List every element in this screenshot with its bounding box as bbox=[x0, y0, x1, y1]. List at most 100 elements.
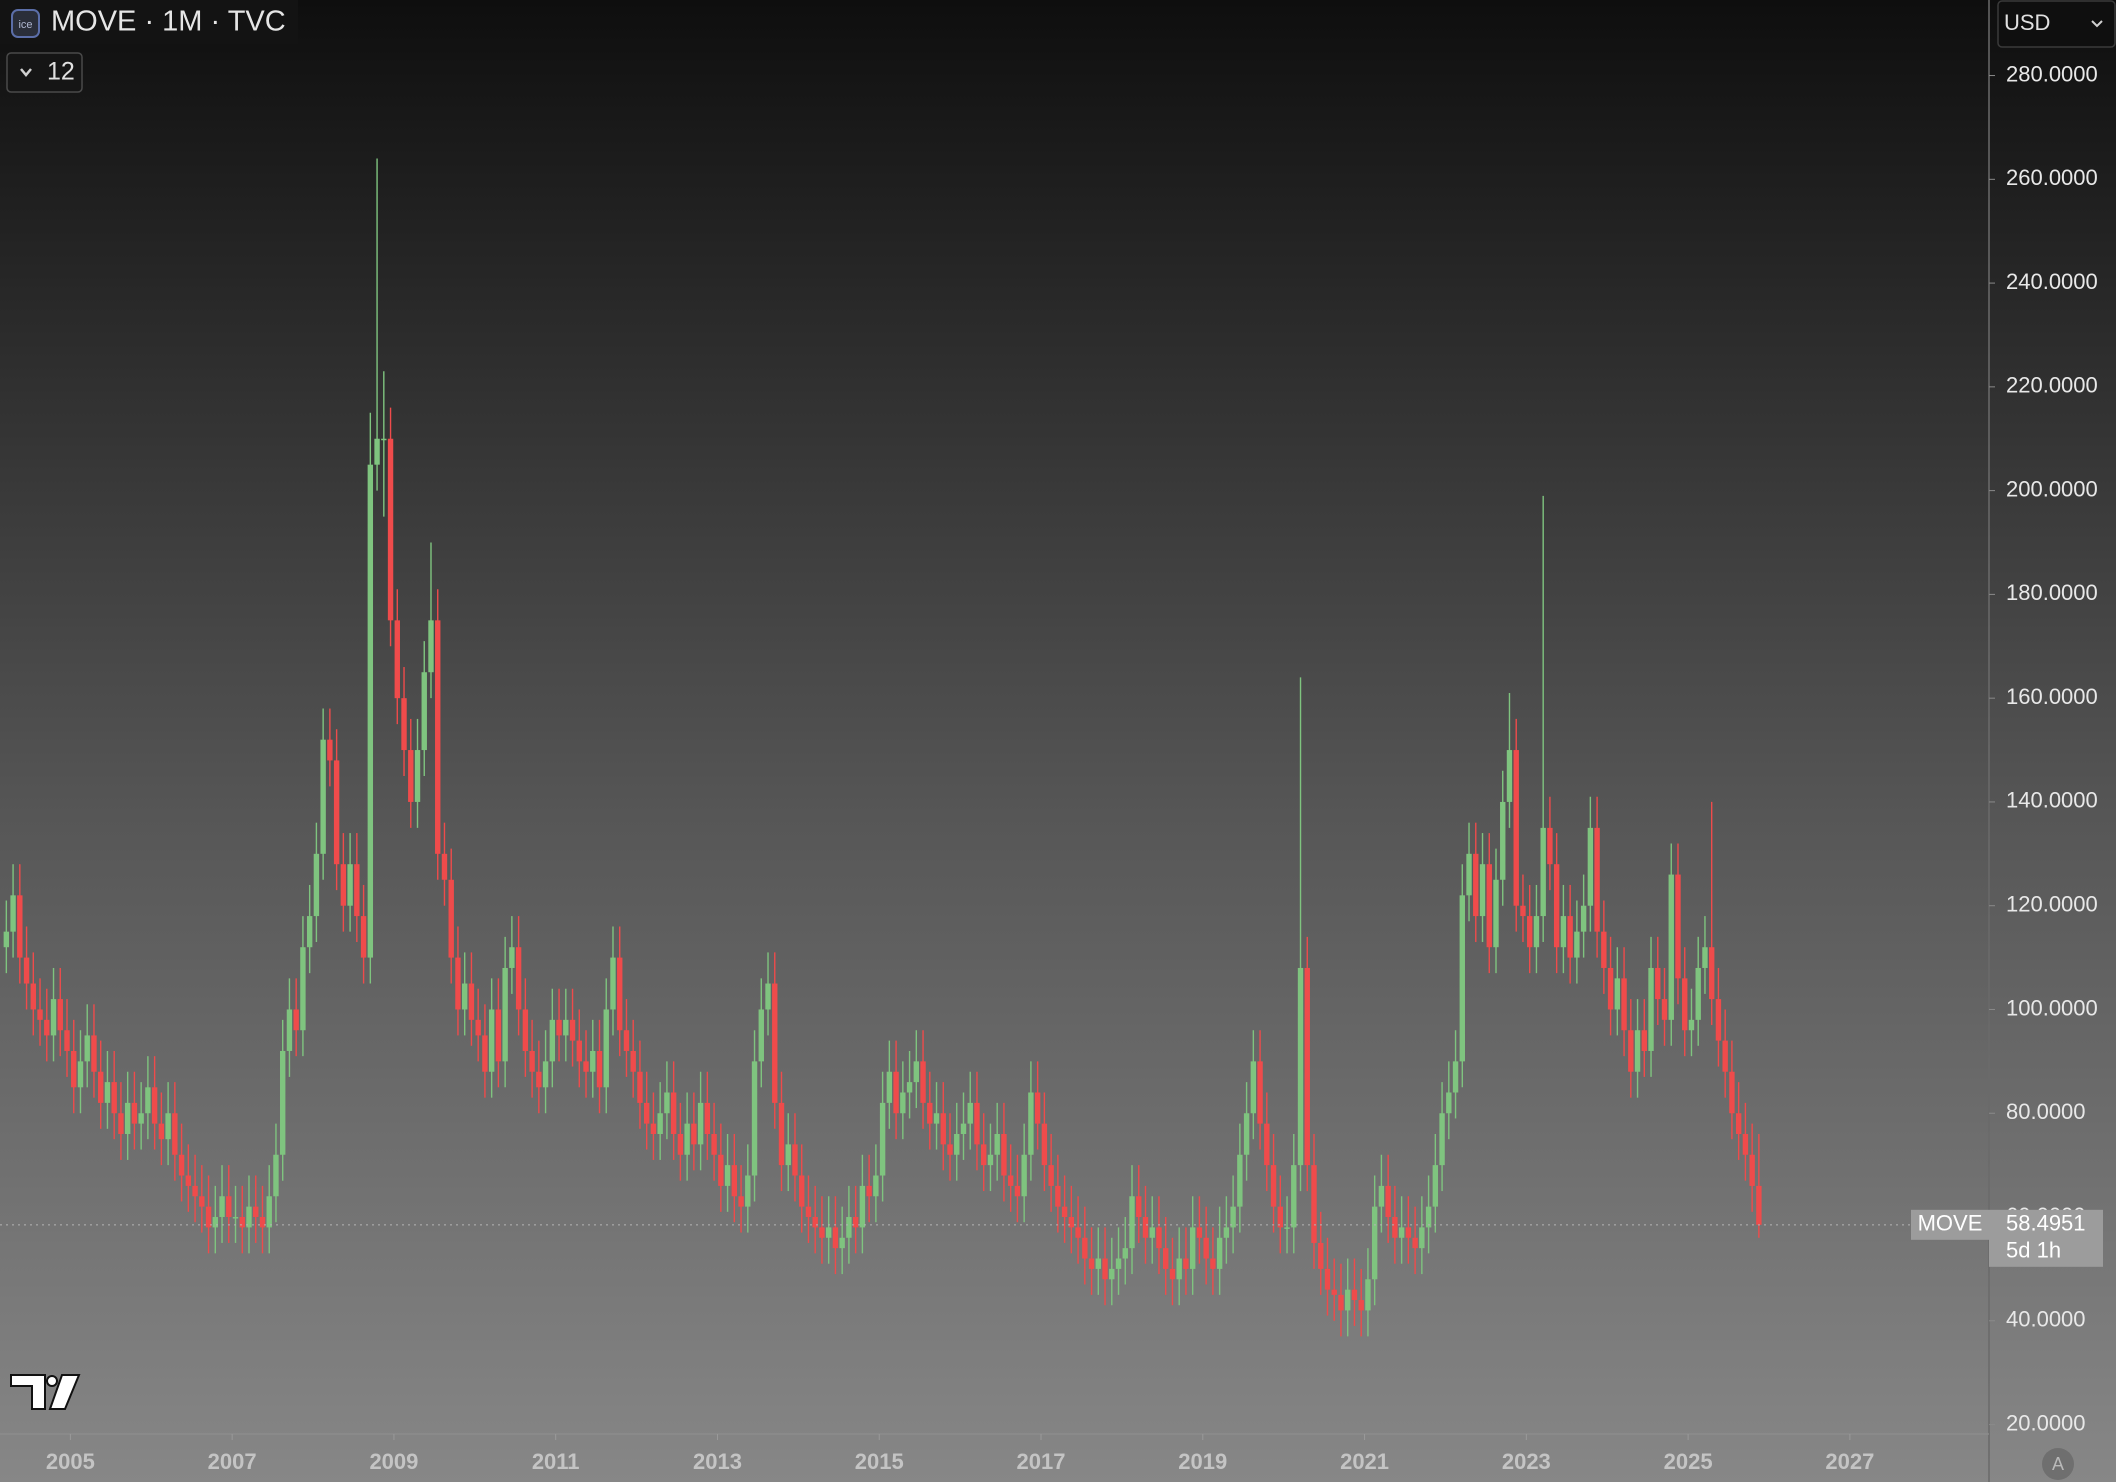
candle-body bbox=[111, 1082, 117, 1114]
candle-body bbox=[987, 1154, 994, 1166]
chevron-icon bbox=[20, 68, 32, 77]
candle-body bbox=[482, 1035, 488, 1072]
candle-body bbox=[866, 1185, 872, 1197]
candle-body bbox=[927, 1102, 933, 1124]
candle-body bbox=[1196, 1227, 1203, 1238]
candle-body bbox=[1338, 1294, 1344, 1311]
candle-body bbox=[1641, 1030, 1647, 1051]
candle-body bbox=[1243, 1113, 1250, 1155]
candle-body bbox=[1311, 1165, 1317, 1243]
candle-body bbox=[1547, 827, 1553, 865]
candle-body bbox=[118, 1113, 124, 1135]
candle-body bbox=[360, 916, 367, 958]
candle-body bbox=[1446, 1092, 1452, 1114]
candle-body bbox=[192, 1185, 198, 1197]
candle-body bbox=[239, 1217, 245, 1228]
candle-body bbox=[1439, 1113, 1445, 1166]
candle-body bbox=[1398, 1227, 1405, 1238]
y-tick-label: 160.0000 bbox=[2006, 684, 2098, 709]
candle-body bbox=[266, 1196, 272, 1228]
candle-body bbox=[960, 1123, 967, 1135]
candle-body bbox=[886, 1071, 893, 1103]
candle-body bbox=[131, 1102, 138, 1124]
candle-body bbox=[724, 1165, 731, 1186]
candle-body bbox=[738, 1196, 744, 1207]
x-tick-label: 2017 bbox=[1017, 1449, 1066, 1474]
currency-label[interactable]: USD bbox=[2004, 10, 2050, 35]
candle-body bbox=[455, 957, 461, 1010]
candle-body bbox=[1216, 1237, 1223, 1269]
candle-body bbox=[98, 1071, 104, 1103]
candle-body bbox=[1479, 864, 1486, 917]
autoscale-button[interactable] bbox=[2042, 1448, 2074, 1480]
candle-body bbox=[1163, 1248, 1169, 1269]
candle-body bbox=[1331, 1289, 1337, 1295]
x-tick-label: 2023 bbox=[1502, 1449, 1551, 1474]
candle-body bbox=[529, 1050, 535, 1072]
candle-body bbox=[704, 1102, 711, 1135]
last-price-label: 58.4951 bbox=[2006, 1211, 2086, 1236]
candle-body bbox=[1176, 1258, 1182, 1280]
autoscale-label[interactable]: A bbox=[2052, 1454, 2064, 1474]
candle-body bbox=[1189, 1227, 1196, 1269]
candle-body bbox=[1061, 1206, 1068, 1218]
candle-body bbox=[1291, 1165, 1297, 1228]
candle-body bbox=[64, 1030, 70, 1051]
candle-body bbox=[805, 1206, 812, 1218]
candle-body bbox=[981, 1144, 987, 1166]
candle-body bbox=[1297, 967, 1304, 1166]
candle-body bbox=[772, 983, 778, 1103]
candle-body bbox=[1034, 1092, 1041, 1124]
candle-body bbox=[1210, 1258, 1216, 1269]
y-tick-label: 180.0000 bbox=[2006, 580, 2098, 605]
y-tick-label: 120.0000 bbox=[2006, 892, 2098, 917]
candle-body bbox=[670, 1092, 677, 1135]
chevron-icon bbox=[2091, 20, 2103, 28]
candle-body bbox=[1122, 1248, 1128, 1259]
indicators-toggle[interactable] bbox=[6, 52, 83, 93]
indicators-count[interactable]: 12 bbox=[47, 58, 75, 86]
candle-body bbox=[1553, 864, 1560, 948]
candle-body bbox=[785, 1144, 791, 1166]
candle-body bbox=[1021, 1154, 1027, 1197]
x-tick-label: 2005 bbox=[46, 1449, 95, 1474]
candle-body bbox=[199, 1196, 205, 1207]
candle-body bbox=[1223, 1227, 1230, 1238]
candle-body bbox=[1257, 1061, 1263, 1124]
candle-body bbox=[23, 957, 30, 984]
x-tick-label: 2011 bbox=[532, 1449, 580, 1474]
y-tick-label: 140.0000 bbox=[2006, 788, 2098, 813]
candle-body bbox=[1082, 1237, 1088, 1259]
price-tag bbox=[1989, 1209, 2103, 1267]
candle-body bbox=[1466, 853, 1472, 896]
candle-body bbox=[84, 1035, 90, 1062]
candle-body bbox=[354, 864, 360, 917]
candle-body bbox=[138, 1113, 144, 1124]
candle-body bbox=[1540, 827, 1546, 917]
y-tick-label: 80.0000 bbox=[2006, 1099, 2086, 1124]
candle-body bbox=[1756, 1185, 1762, 1225]
candle-body bbox=[475, 1019, 481, 1036]
candle-body bbox=[1149, 1227, 1155, 1238]
candle-body bbox=[1648, 967, 1654, 1051]
candle-body bbox=[1237, 1154, 1243, 1207]
candle-body bbox=[1250, 1061, 1257, 1114]
candle-body bbox=[906, 1082, 913, 1093]
candle-body bbox=[1129, 1196, 1135, 1249]
candle-body bbox=[57, 999, 63, 1031]
candle-body bbox=[590, 1050, 596, 1072]
candle-body bbox=[643, 1102, 650, 1124]
candle-body bbox=[340, 864, 347, 906]
candle-body bbox=[1419, 1227, 1425, 1249]
currency-selector[interactable] bbox=[1997, 0, 2116, 48]
candle-body bbox=[900, 1092, 906, 1114]
candle-body bbox=[859, 1185, 866, 1228]
candle-body bbox=[563, 1019, 569, 1036]
candle-body bbox=[1088, 1258, 1095, 1269]
candle-body bbox=[1682, 978, 1688, 1031]
candle-body bbox=[1459, 895, 1465, 1062]
candle-body bbox=[1533, 916, 1540, 948]
candle-body bbox=[441, 853, 448, 880]
candle-body bbox=[1318, 1242, 1324, 1269]
